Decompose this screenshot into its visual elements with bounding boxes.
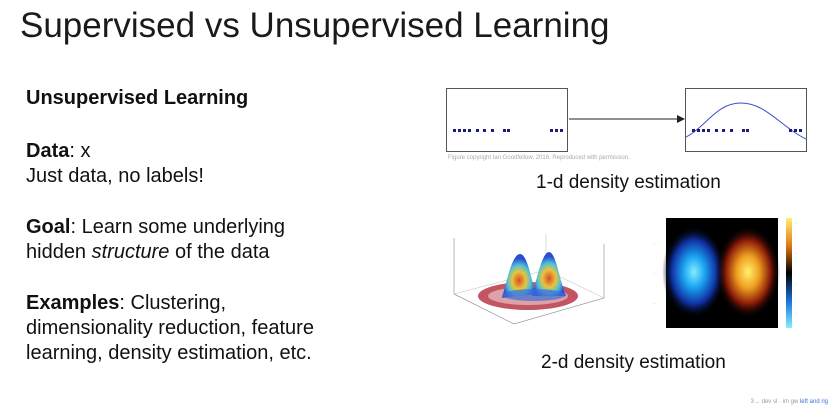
heatmap-plot: - - - - - - -	[654, 218, 797, 328]
examples-text-1: : Clustering,	[119, 292, 227, 314]
data-block: Data: x Just data, no labels!	[26, 139, 406, 189]
examples-label: Examples	[26, 292, 120, 314]
transform-arrow	[569, 115, 685, 123]
goal-structure-word: structure	[91, 241, 170, 263]
caption-2d: 2-d density estimation	[541, 352, 726, 373]
subheading: Unsupervised Learning	[26, 87, 249, 109]
svg-text:-: -	[654, 271, 656, 275]
goal-text-2a: hidden	[26, 241, 92, 263]
footer-note: 3→ dev sl · im gw left and rig	[751, 399, 828, 405]
goal-label: Goal	[26, 216, 71, 238]
svg-text:-: -	[654, 241, 656, 245]
svg-text:-: -	[795, 311, 797, 315]
data-note: Just data, no labels!	[26, 165, 204, 187]
data-value: : x	[69, 140, 91, 162]
density-curve	[685, 102, 807, 140]
goal-line-2: hidden structure of the data	[26, 240, 406, 265]
left-text-column: Unsupervised Learning Data: x Just data,…	[26, 86, 406, 392]
slide-title: Supervised vs Unsupervised Learning	[20, 6, 610, 45]
1d-density-points	[692, 129, 802, 132]
data-line: Data: x	[26, 139, 406, 164]
footer-link[interactable]: left and rig	[799, 399, 828, 405]
examples-line-1: Examples: Clustering,	[26, 291, 406, 316]
examples-block: Examples: Clustering, dimensionality red…	[26, 291, 406, 366]
svg-text:-: -	[795, 251, 797, 255]
goal-block: Goal: Learn some underlying hidden struc…	[26, 215, 406, 265]
goal-text-2c: of the data	[169, 241, 270, 263]
svg-text:·: ·	[442, 258, 443, 263]
3d-surface-plot: · · ·	[442, 234, 605, 325]
caption-1d: 1-d density estimation	[536, 172, 721, 193]
svg-text:-: -	[654, 301, 656, 305]
goal-line-1: Goal: Learn some underlying	[26, 215, 406, 240]
svg-text:·: ·	[442, 244, 443, 249]
svg-text:·: ·	[442, 272, 443, 277]
footer-text: 3→ dev sl · im gw	[750, 399, 799, 405]
1d-density-plot	[685, 102, 807, 140]
figure-credit: Figure copyright Ian Goodfellow, 2016. R…	[448, 155, 630, 161]
examples-line-3: learning, density estimation, etc.	[26, 342, 312, 364]
data-label: Data	[26, 140, 70, 162]
svg-text:-: -	[795, 221, 797, 225]
goal-text-1: : Learn some underlying	[70, 216, 286, 238]
1d-density-panel	[685, 88, 807, 152]
1d-points-plot	[453, 129, 563, 132]
examples-line-2: dimensionality reduction, feature	[26, 317, 314, 339]
1d-data-points	[453, 129, 563, 132]
1d-points-panel	[446, 88, 568, 152]
svg-text:-: -	[795, 281, 797, 285]
